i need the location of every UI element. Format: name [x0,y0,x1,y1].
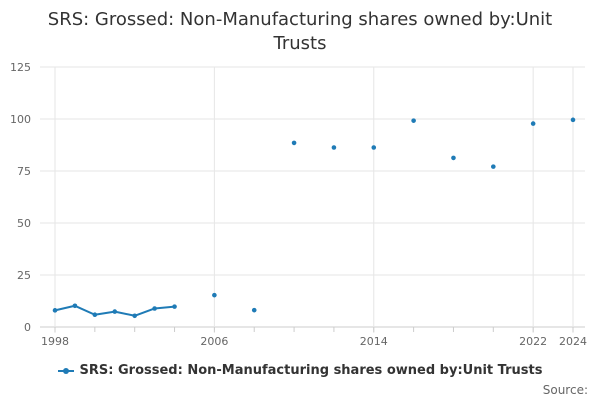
chart-title: SRS: Grossed: Non-Manufacturing shares o… [47,9,553,54]
data-point [112,309,118,314]
legend-label: SRS: Grossed: Non-Manufacturing shares o… [79,363,543,378]
legend: SRS: Grossed: Non-Manufacturing shares o… [0,363,600,380]
data-point [132,313,137,319]
data-point [212,292,217,298]
data-point [570,117,576,123]
y-axis: 0 25 50 75 100 125 [10,61,31,334]
data-point [52,308,58,313]
data-point [411,118,416,123]
grid [40,66,585,333]
x-tick-label: 1998 [41,335,69,348]
source-label: Source: [542,383,588,397]
x-axis: 1998 2006 2014 2022 2024 [41,327,587,348]
data-point [92,312,98,318]
y-tick-label: 125 [10,61,31,74]
data-point [72,303,78,309]
data-point [530,121,536,126]
data-point [291,140,297,146]
data-point [451,155,456,161]
y-tick-label: 0 [24,321,31,334]
data-point [491,164,496,169]
data-point [152,306,157,311]
data-point [371,145,377,150]
x-tick-label: 2014 [360,335,388,348]
y-tick-label: 25 [17,269,31,282]
x-tick-label: 2022 [519,335,547,348]
legend-swatch [57,366,74,376]
legend-item[interactable]: SRS: Grossed: Non-Manufacturing shares o… [57,363,543,378]
data-point [172,304,177,309]
x-tick-label: 2006 [200,335,228,348]
y-tick-label: 100 [10,113,31,126]
data-point [331,145,337,150]
data-point [251,307,257,313]
y-tick-label: 50 [17,217,31,230]
y-tick-label: 75 [17,165,31,178]
series-layer [52,117,576,319]
x-tick-label: 2024 [559,335,587,348]
